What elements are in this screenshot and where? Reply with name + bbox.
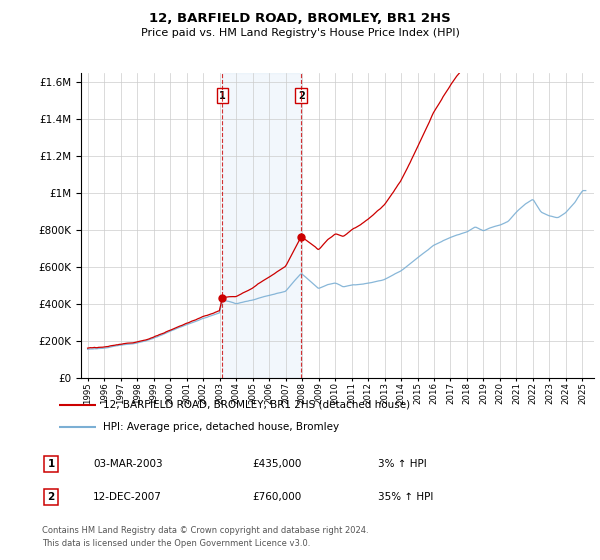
Bar <box>223 73 301 378</box>
Text: HPI: Average price, detached house, Bromley: HPI: Average price, detached house, Brom… <box>103 422 340 432</box>
Text: 1: 1 <box>47 459 55 469</box>
Text: 12-DEC-2007: 12-DEC-2007 <box>93 492 162 502</box>
Text: Price paid vs. HM Land Registry's House Price Index (HPI): Price paid vs. HM Land Registry's House … <box>140 28 460 38</box>
Text: £760,000: £760,000 <box>252 492 301 502</box>
Text: 12, BARFIELD ROAD, BROMLEY, BR1 2HS: 12, BARFIELD ROAD, BROMLEY, BR1 2HS <box>149 12 451 25</box>
Text: 2: 2 <box>298 91 305 101</box>
Text: 1: 1 <box>219 91 226 101</box>
Text: 35% ↑ HPI: 35% ↑ HPI <box>378 492 433 502</box>
Text: 3% ↑ HPI: 3% ↑ HPI <box>378 459 427 469</box>
Text: 03-MAR-2003: 03-MAR-2003 <box>93 459 163 469</box>
Text: Contains HM Land Registry data © Crown copyright and database right 2024.: Contains HM Land Registry data © Crown c… <box>42 526 368 535</box>
Text: This data is licensed under the Open Government Licence v3.0.: This data is licensed under the Open Gov… <box>42 539 310 548</box>
Text: 2: 2 <box>47 492 55 502</box>
Text: £435,000: £435,000 <box>252 459 301 469</box>
Text: 12, BARFIELD ROAD, BROMLEY, BR1 2HS (detached house): 12, BARFIELD ROAD, BROMLEY, BR1 2HS (det… <box>103 400 410 410</box>
